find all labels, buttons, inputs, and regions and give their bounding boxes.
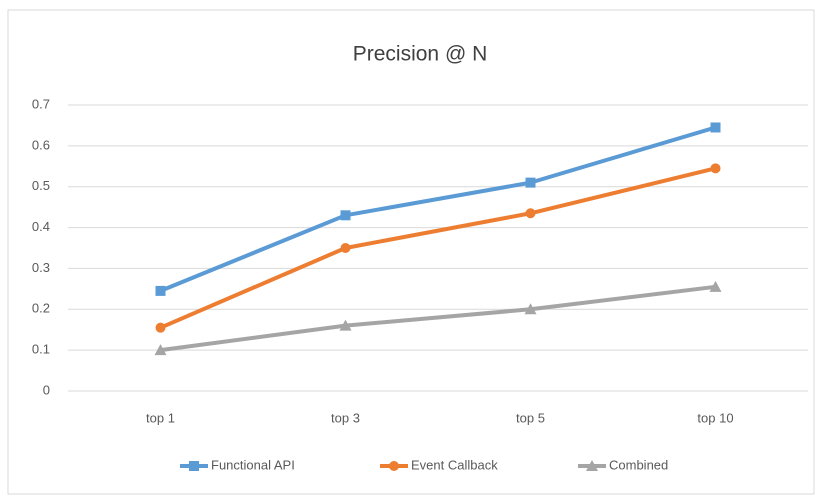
data-point bbox=[154, 344, 167, 356]
y-tick-label: 0.6 bbox=[32, 137, 50, 152]
y-tick-label: 0.3 bbox=[32, 260, 50, 275]
x-tick-label: top 10 bbox=[697, 410, 733, 425]
y-tick-label: 0.1 bbox=[32, 342, 50, 357]
data-point bbox=[155, 285, 166, 296]
y-tick-label: 0.7 bbox=[32, 96, 50, 111]
chart-title: Precision @ N bbox=[353, 43, 488, 66]
series-line bbox=[159, 125, 717, 293]
legend-marker bbox=[389, 461, 399, 471]
legend-label: Event Callback bbox=[411, 457, 498, 472]
data-point bbox=[710, 122, 721, 133]
data-point bbox=[340, 243, 351, 253]
data-point bbox=[524, 303, 537, 315]
x-tick-label: top 1 bbox=[146, 410, 175, 425]
data-point bbox=[339, 319, 352, 331]
x-tick-label: top 5 bbox=[516, 410, 545, 425]
data-point bbox=[709, 280, 722, 292]
y-tick-label: 0.2 bbox=[32, 301, 50, 316]
data-point bbox=[155, 322, 166, 333]
series-line bbox=[159, 166, 716, 330]
data-point bbox=[525, 208, 536, 219]
y-tick-label: 0.5 bbox=[32, 178, 50, 193]
legend-marker bbox=[189, 461, 199, 471]
y-tick-label: 0 bbox=[43, 382, 50, 397]
legend-label: Functional API bbox=[211, 457, 295, 472]
x-tick-label: top 3 bbox=[331, 410, 360, 425]
legend-label: Combined bbox=[609, 457, 668, 472]
series-line bbox=[160, 284, 716, 353]
chart-border bbox=[7, 9, 815, 495]
y-tick-label: 0.4 bbox=[32, 219, 50, 234]
legend-marker bbox=[586, 460, 598, 471]
data-point bbox=[525, 177, 536, 188]
data-point bbox=[340, 210, 351, 221]
data-point bbox=[710, 163, 721, 174]
